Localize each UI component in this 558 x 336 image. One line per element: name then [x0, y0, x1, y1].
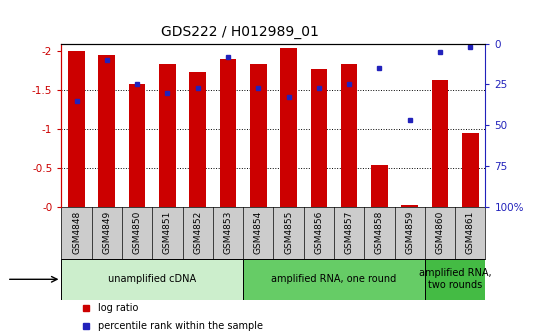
Text: GSM4858: GSM4858	[375, 211, 384, 254]
Text: amplified RNA,
two rounds: amplified RNA, two rounds	[419, 268, 492, 290]
Bar	[61, 258, 243, 300]
Bar	[280, 48, 297, 207]
Text: percentile rank within the sample: percentile rank within the sample	[98, 321, 263, 331]
Text: GSM4855: GSM4855	[284, 211, 293, 254]
Bar	[341, 64, 358, 207]
Text: GDS222 / H012989_01: GDS222 / H012989_01	[161, 25, 319, 39]
Text: GSM4850: GSM4850	[133, 211, 142, 254]
Bar	[68, 51, 85, 207]
Bar	[462, 133, 479, 207]
Text: GSM4857: GSM4857	[345, 211, 354, 254]
Text: GSM4853: GSM4853	[224, 211, 233, 254]
Bar	[159, 64, 176, 207]
Text: GSM4854: GSM4854	[254, 211, 263, 254]
Text: GSM4852: GSM4852	[193, 211, 202, 254]
Bar	[432, 80, 449, 207]
Text: amplified RNA, one round: amplified RNA, one round	[271, 274, 397, 284]
Bar	[220, 59, 237, 207]
Bar	[250, 64, 267, 207]
Text: GSM4860: GSM4860	[436, 211, 445, 254]
Bar	[98, 55, 115, 207]
Text: GSM4851: GSM4851	[163, 211, 172, 254]
Bar	[425, 258, 485, 300]
Text: GSM4859: GSM4859	[405, 211, 414, 254]
Text: log ratio: log ratio	[98, 303, 138, 313]
Bar	[371, 165, 388, 207]
Text: GSM4849: GSM4849	[102, 211, 111, 254]
Bar	[310, 69, 327, 207]
Bar	[189, 72, 206, 207]
Text: unamplified cDNA: unamplified cDNA	[108, 274, 196, 284]
Text: GSM4861: GSM4861	[466, 211, 475, 254]
Text: GSM4848: GSM4848	[72, 211, 81, 254]
Text: GSM4856: GSM4856	[314, 211, 323, 254]
Bar	[401, 205, 418, 207]
Bar	[129, 84, 146, 207]
Bar	[243, 258, 425, 300]
